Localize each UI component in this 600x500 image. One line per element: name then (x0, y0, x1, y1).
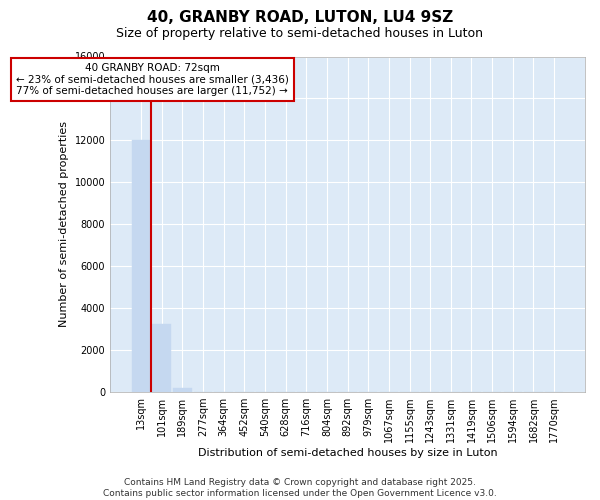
Bar (131, 140, 150, 392)
X-axis label: Distribution of semi-detached houses by size in Luton: Distribution of semi-detached houses by … (198, 448, 497, 458)
Text: 40 GRANBY ROAD: 72sqm
← 23% of semi-detached houses are smaller (3,436)
77% of s: 40 GRANBY ROAD: 72sqm ← 23% of semi-deta… (16, 63, 289, 96)
Text: Size of property relative to semi-detached houses in Luton: Size of property relative to semi-detach… (116, 28, 484, 40)
Bar (173, 388, 191, 392)
Y-axis label: Number of semi-detached properties: Number of semi-detached properties (59, 121, 69, 327)
Text: 40, GRANBY ROAD, LUTON, LU4 9SZ: 40, GRANBY ROAD, LUTON, LU4 9SZ (147, 10, 453, 25)
Bar (152, 324, 171, 392)
Text: Contains HM Land Registry data © Crown copyright and database right 2025.
Contai: Contains HM Land Registry data © Crown c… (103, 478, 497, 498)
